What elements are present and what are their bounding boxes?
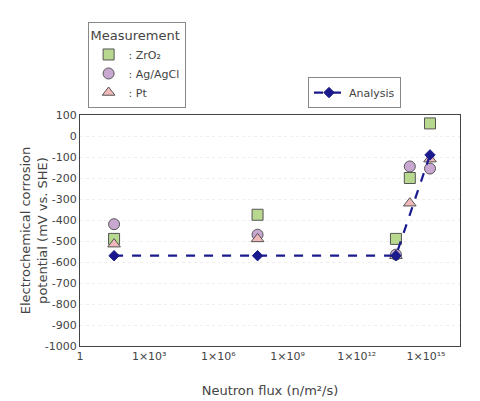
- svg-text:0: 0: [70, 130, 77, 143]
- svg-text:: Ag/AgCl: : Ag/AgCl: [129, 68, 180, 81]
- svg-text:Analysis: Analysis: [349, 87, 395, 100]
- svg-text:: Pt: : Pt: [129, 87, 148, 100]
- svg-text:1×10³: 1×10³: [132, 350, 167, 363]
- svg-text:-700: -700: [52, 277, 77, 290]
- svg-text:Electrochemical corrosionpoten: Electrochemical corrosionpotential (mV v…: [18, 147, 50, 314]
- svg-text:-300: -300: [52, 193, 77, 206]
- svg-text:1: 1: [77, 350, 84, 363]
- svg-text:1×10⁹: 1×10⁹: [270, 350, 305, 363]
- svg-text:Measurement: Measurement: [91, 28, 180, 43]
- svg-text:: ZrO₂: : ZrO₂: [129, 49, 161, 62]
- svg-text:-1000: -1000: [45, 340, 77, 353]
- svg-text:-100: -100: [52, 151, 77, 164]
- svg-text:-400: -400: [52, 214, 77, 227]
- svg-text:Neutron flux (n/m²/s): Neutron flux (n/m²/s): [202, 383, 339, 398]
- svg-text:1×10¹²: 1×10¹²: [337, 350, 376, 363]
- svg-text:-500: -500: [52, 235, 77, 248]
- svg-text:1×10⁶: 1×10⁶: [201, 350, 236, 363]
- svg-text:-200: -200: [52, 172, 77, 185]
- svg-text:-800: -800: [52, 298, 77, 311]
- svg-text:1×10¹⁵: 1×10¹⁵: [406, 350, 445, 363]
- svg-text:-900: -900: [52, 319, 77, 332]
- svg-text:-600: -600: [52, 256, 77, 269]
- svg-text:100: 100: [56, 109, 77, 122]
